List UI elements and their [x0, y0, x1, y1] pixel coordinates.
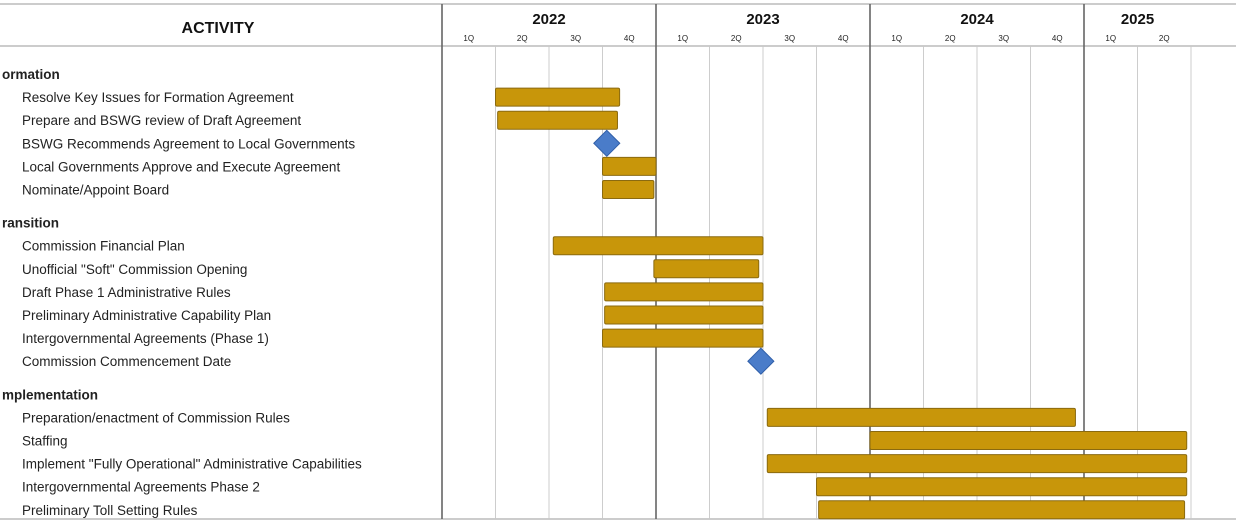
- quarter-label: 2Q: [945, 34, 956, 43]
- quarter-label: 4Q: [624, 34, 635, 43]
- quarter-label: 2Q: [731, 34, 742, 43]
- quarter-label: 4Q: [838, 34, 849, 43]
- quarter-label: 2Q: [1159, 34, 1170, 43]
- quarter-label: 3Q: [998, 34, 1009, 43]
- task-label: Unofficial "Soft" Commission Opening: [22, 262, 247, 277]
- task-label: Intergovernmental Agreements (Phase 1): [22, 331, 269, 346]
- section-header: mplementation: [2, 387, 98, 402]
- task-label: Staffing: [22, 434, 68, 449]
- section-header: ransition: [2, 216, 59, 231]
- task-bar: [495, 87, 621, 107]
- quarter-label: 2Q: [517, 34, 528, 43]
- task-bar: [818, 500, 1186, 520]
- task-bar: [602, 156, 657, 176]
- timeline-header: ACTIVITY 2022 2023 2024 2025 1Q 2Q 3Q 4Q 1Q 2Q 3Q 4…: [182, 11, 1170, 43]
- task-label: BSWG Recommends Agreement to Local Gover…: [22, 136, 355, 151]
- task-bar: [816, 477, 1188, 497]
- task-bar: [653, 259, 760, 279]
- milestone-diamond: [593, 129, 621, 158]
- quarter-label: 1Q: [677, 34, 688, 43]
- task-label: Draft Phase 1 Administrative Rules: [22, 285, 231, 300]
- quarter-label: 3Q: [784, 34, 795, 43]
- task-label: Preliminary Toll Setting Rules: [22, 503, 198, 518]
- year-label: 2024: [960, 11, 994, 28]
- quarter-label: 3Q: [570, 34, 581, 43]
- quarter-label: 1Q: [891, 34, 902, 43]
- year-label: 2022: [532, 11, 565, 28]
- task-bar: [869, 431, 1188, 450]
- task-label: Commission Commencement Date: [22, 354, 231, 369]
- task-label: Local Governments Approve and Execute Ag…: [22, 159, 340, 174]
- task-label: Nominate/Appoint Board: [22, 183, 169, 198]
- quarter-label: 1Q: [463, 34, 474, 43]
- task-label: Preliminary Administrative Capability Pl…: [22, 308, 271, 323]
- task-marks: [495, 87, 1188, 520]
- task-label: Commission Financial Plan: [22, 239, 185, 254]
- task-bar: [602, 328, 764, 348]
- task-label: Prepare and BSWG review of Draft Agreeme…: [22, 113, 301, 128]
- task-label: Implement "Fully Operational" Administra…: [22, 457, 362, 472]
- task-label: Resolve Key Issues for Formation Agreeme…: [22, 90, 294, 105]
- task-bar: [766, 454, 1188, 474]
- task-bar: [766, 407, 1076, 427]
- year-label: 2025: [1121, 11, 1154, 28]
- task-bar: [602, 180, 655, 199]
- task-bar: [497, 110, 618, 130]
- section-header: ormation: [2, 67, 60, 82]
- task-labels: ormation Resolve Key Issues for Formation…: [2, 67, 362, 518]
- quarter-label: 4Q: [1052, 34, 1063, 43]
- task-bar: [552, 236, 764, 256]
- task-label: Preparation/enactment of Commission Rule…: [22, 410, 290, 425]
- task-bar: [604, 305, 764, 325]
- activity-header: ACTIVITY: [182, 20, 255, 37]
- quarter-label: 1Q: [1105, 34, 1116, 43]
- milestone-diamond: [747, 347, 775, 375]
- year-label: 2023: [746, 11, 779, 28]
- task-label: Intergovernmental Agreements Phase 2: [22, 480, 260, 495]
- task-bar: [604, 282, 764, 302]
